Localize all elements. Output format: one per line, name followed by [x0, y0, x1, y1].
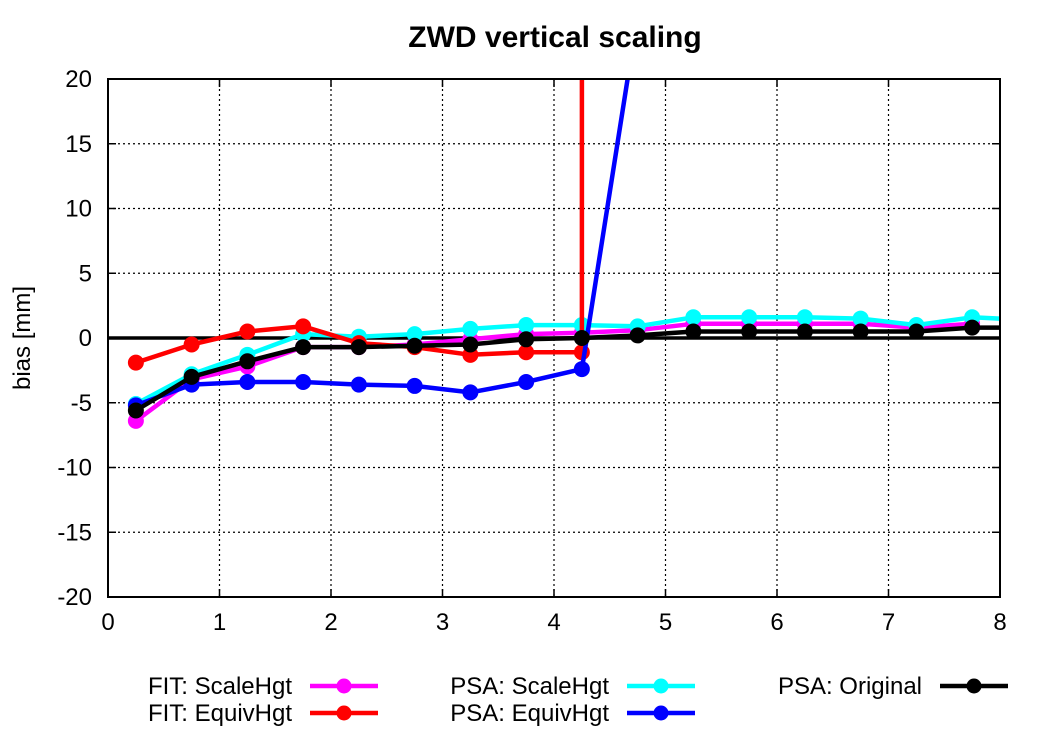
data-point	[908, 323, 925, 340]
legend-entry: PSA: EquivHgt	[450, 700, 695, 727]
data-point	[518, 331, 535, 348]
data-point	[741, 323, 758, 340]
x-tick-label: 0	[101, 609, 114, 636]
legend-label: PSA: ScaleHgt	[450, 673, 609, 700]
series-psa-original	[127, 319, 1000, 419]
series-line	[135, 79, 585, 365]
x-tick-label: 8	[993, 609, 1006, 636]
y-tick-label: 5	[79, 260, 92, 287]
series-line	[134, 325, 1000, 413]
data-point	[741, 309, 758, 326]
x-tick-label: 1	[213, 609, 226, 636]
legend-label: FIT: ScaleHgt	[148, 673, 292, 700]
y-axis-label: bias [mm]	[9, 286, 36, 390]
x-tick-label: 5	[659, 609, 672, 636]
data-point	[518, 317, 535, 334]
data-point	[295, 318, 312, 335]
x-tick-label: 4	[547, 609, 560, 636]
data-point	[127, 354, 144, 371]
y-tick-label: -10	[57, 455, 92, 482]
legend-entry: FIT: EquivHgt	[148, 700, 378, 727]
chart-series	[127, 79, 1000, 429]
x-tick-label: 2	[324, 609, 337, 636]
legend-label: PSA: EquivHgt	[450, 700, 609, 727]
data-point	[239, 353, 256, 370]
legend-marker-swatch	[336, 705, 352, 721]
legend-marker-swatch	[653, 678, 669, 694]
series-line	[135, 79, 630, 408]
x-axis-ticks: 0 1 2 3 4 5 6 7 8	[101, 79, 1007, 636]
data-point	[964, 319, 981, 336]
legend-entry: PSA: ScaleHgt	[450, 673, 695, 700]
legend-label: FIT: EquivHgt	[148, 700, 292, 727]
data-point	[239, 323, 256, 340]
data-point	[183, 336, 200, 353]
legend-marker-swatch	[336, 678, 352, 694]
data-point	[350, 376, 367, 393]
legend-label: PSA: Original	[778, 673, 922, 700]
data-point	[295, 339, 312, 356]
y-tick-label: -20	[57, 584, 92, 611]
x-tick-label: 6	[770, 609, 783, 636]
data-point	[462, 384, 479, 401]
y-tick-label: 0	[79, 325, 92, 352]
x-tick-label: 7	[882, 609, 895, 636]
data-point	[629, 327, 646, 344]
data-point	[518, 374, 535, 391]
y-tick-label: 20	[65, 66, 92, 93]
data-point	[127, 402, 144, 419]
x-tick-label: 3	[436, 609, 449, 636]
data-point	[183, 368, 200, 385]
series-psa-equivhgt	[127, 79, 630, 414]
data-point	[462, 336, 479, 353]
data-point	[406, 337, 423, 354]
y-tick-label: 10	[65, 196, 92, 223]
chart-title: ZWD vertical scaling	[408, 21, 701, 54]
data-point	[796, 323, 813, 340]
legend-entry: FIT: ScaleHgt	[148, 673, 378, 700]
y-tick-label: 15	[65, 131, 92, 158]
y-tick-label: -5	[71, 390, 92, 417]
data-point	[852, 323, 869, 340]
data-point	[406, 377, 423, 394]
data-point	[295, 374, 312, 391]
legend-entry: PSA: Original	[778, 673, 1008, 700]
series-line	[134, 321, 973, 423]
data-point	[573, 330, 590, 346]
data-point	[685, 323, 702, 340]
y-tick-label: -15	[57, 519, 92, 546]
data-point	[239, 374, 256, 391]
data-point	[573, 361, 590, 378]
legend-marker-swatch	[653, 705, 669, 721]
data-point	[685, 309, 702, 326]
y-axis-ticks: 20 15 10 5 0 -5 -10 -15 -20	[57, 66, 1000, 611]
data-point	[350, 339, 367, 356]
data-point	[462, 320, 479, 337]
legend-marker-swatch	[966, 678, 982, 694]
data-point	[796, 309, 813, 326]
